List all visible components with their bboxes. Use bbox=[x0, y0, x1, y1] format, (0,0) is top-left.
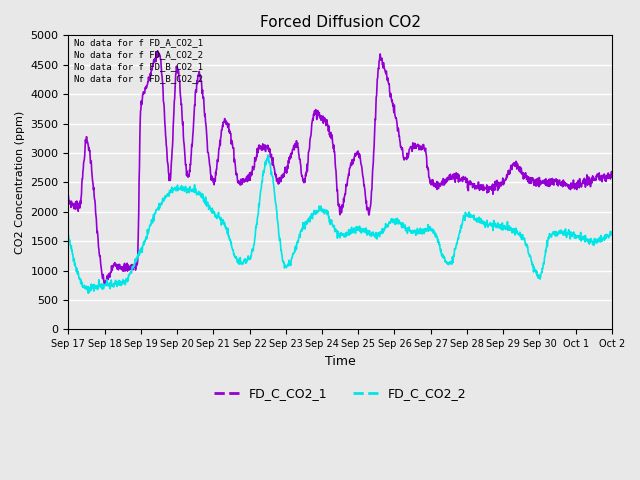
FD_C_CO2_1 bbox=[608, 174, 616, 180]
Line: FD_C_CO2_1: FD_C_CO2_1 bbox=[68, 51, 612, 285]
FD_C_CO2_1 bbox=[65, 193, 72, 199]
FD_C_CO2_2 bbox=[107, 280, 115, 286]
FD_C_CO2_1 bbox=[374, 65, 382, 71]
FD_C_CO2_1 bbox=[102, 282, 109, 288]
Line: FD_C_CO2_2: FD_C_CO2_2 bbox=[68, 155, 612, 293]
FD_C_CO2_2 bbox=[296, 232, 303, 238]
Legend: FD_C_CO2_1, FD_C_CO2_2: FD_C_CO2_1, FD_C_CO2_2 bbox=[209, 383, 471, 406]
FD_C_CO2_1 bbox=[317, 113, 324, 119]
FD_C_CO2_2 bbox=[317, 203, 324, 209]
FD_C_CO2_2 bbox=[129, 265, 137, 271]
Title: Forced Diffusion CO2: Forced Diffusion CO2 bbox=[260, 15, 420, 30]
FD_C_CO2_2 bbox=[374, 230, 382, 236]
FD_C_CO2_2 bbox=[307, 213, 315, 218]
FD_C_CO2_1 bbox=[307, 132, 315, 138]
FD_C_CO2_2 bbox=[608, 229, 616, 235]
Y-axis label: CO2 Concentration (ppm): CO2 Concentration (ppm) bbox=[15, 111, 25, 254]
FD_C_CO2_2 bbox=[264, 152, 271, 158]
FD_C_CO2_2 bbox=[84, 290, 92, 296]
Text: No data for f FD_A_CO2_1
No data for f FD_A_CO2_2
No data for f FD_B_CO2_1
No da: No data for f FD_A_CO2_1 No data for f F… bbox=[74, 38, 203, 83]
FD_C_CO2_1 bbox=[129, 267, 137, 273]
X-axis label: Time: Time bbox=[324, 355, 355, 368]
FD_C_CO2_1 bbox=[296, 156, 303, 162]
FD_C_CO2_2 bbox=[65, 232, 72, 238]
FD_C_CO2_1 bbox=[107, 270, 115, 276]
FD_C_CO2_1 bbox=[154, 48, 161, 54]
